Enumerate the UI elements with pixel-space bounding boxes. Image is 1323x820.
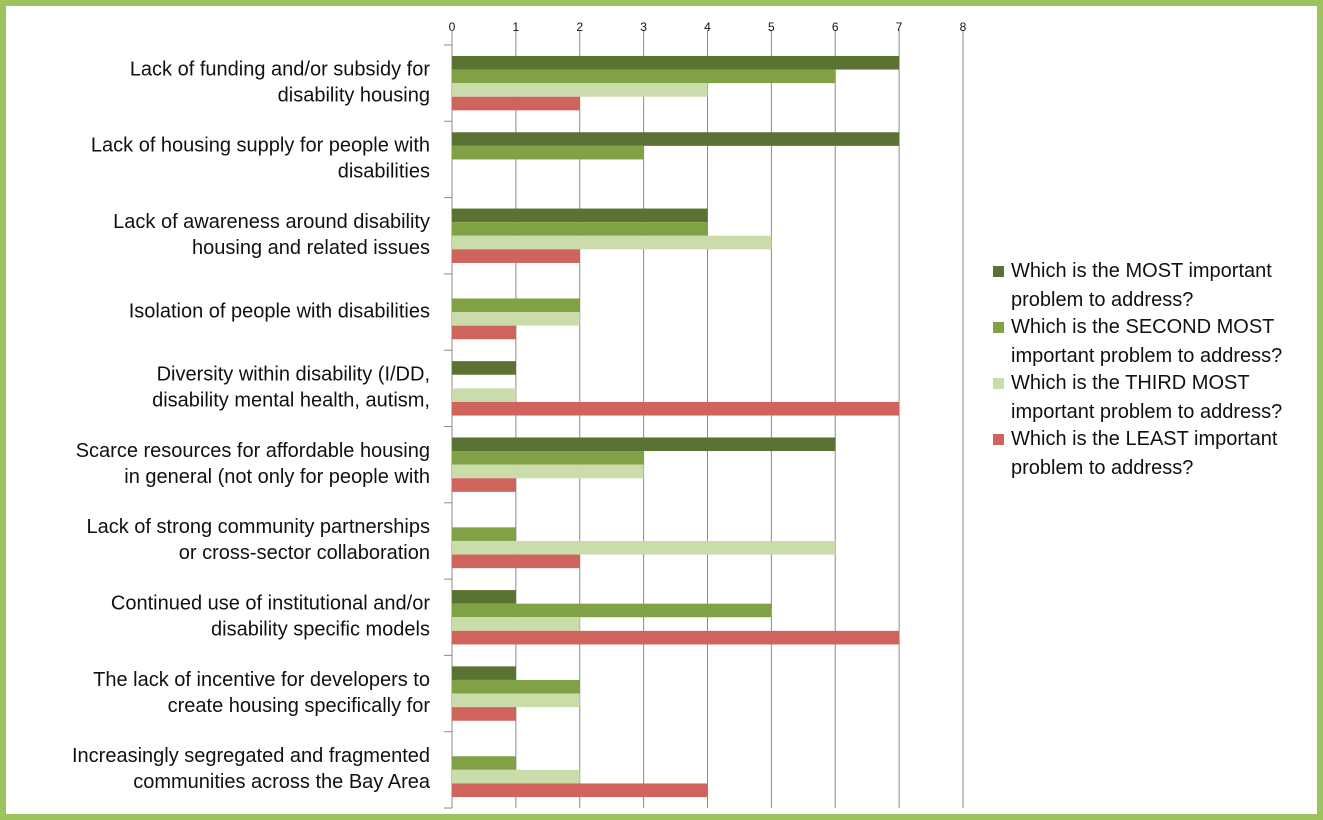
bar	[452, 312, 580, 326]
y-tick-label: Continued use of institutional and/or	[111, 593, 430, 615]
bar	[452, 478, 516, 492]
x-tick-label: 7	[896, 20, 903, 34]
legend-swatch	[993, 434, 1004, 445]
bar	[452, 361, 516, 375]
y-tick-label: Diversity within disability (I/DD,	[157, 364, 430, 386]
legend-label: Which is the LEAST important problem to a…	[1011, 428, 1278, 479]
bar	[452, 464, 644, 479]
y-tick-label: communities across the Bay Area	[133, 771, 431, 793]
y-tick-label: disability housing	[278, 84, 430, 106]
legend-swatch	[993, 378, 1004, 389]
y-tick-label: Isolation of people with disabilities	[129, 300, 430, 322]
bar	[452, 707, 516, 721]
bar	[452, 540, 836, 555]
y-tick-label: disability mental health, autism,	[152, 390, 430, 412]
bar	[452, 235, 772, 250]
bar	[452, 527, 516, 541]
y-tick-label: housing and related issues	[192, 237, 430, 259]
bar	[452, 554, 580, 569]
bar	[452, 666, 516, 680]
bar	[452, 325, 516, 340]
y-tick-label: Scarce resources for affordable housing	[76, 440, 430, 462]
bar	[452, 298, 580, 313]
bar	[452, 132, 900, 146]
bar	[452, 55, 900, 70]
legend-line: important problem to address?	[1011, 401, 1282, 423]
bar	[452, 83, 708, 97]
legend-label: Which is the MOST important problem to ad…	[1011, 260, 1272, 311]
y-tick-label: Lack of strong community partnerships	[87, 516, 431, 538]
y-tick-label: disability specific models	[211, 619, 430, 641]
bar	[452, 630, 900, 645]
bar	[452, 145, 644, 160]
y-tick-label: Increasingly segregated and fragmented	[72, 745, 430, 767]
bar	[452, 401, 900, 416]
bar	[452, 603, 772, 618]
legend-line: important problem to address?	[1011, 345, 1282, 367]
legend-line: Which is the LEAST important	[1011, 428, 1278, 450]
y-tick-label: disabilities	[338, 161, 430, 183]
legend-line: problem to address?	[1011, 289, 1193, 311]
bar	[452, 222, 708, 236]
x-tick-label: 3	[640, 20, 647, 34]
y-tick-label: Lack of housing supply for people with	[91, 135, 430, 157]
bar	[452, 388, 516, 402]
legend-line: problem to address?	[1011, 457, 1193, 479]
legend-line: Which is the THIRD MOST	[1011, 372, 1250, 394]
x-tick-label: 6	[832, 20, 839, 34]
bar	[452, 783, 708, 798]
y-tick-label: create housing specifically for	[168, 695, 431, 717]
x-tick-label: 8	[960, 20, 967, 34]
x-tick-label: 1	[513, 20, 520, 34]
legend-swatch	[993, 266, 1004, 277]
y-tick-label: Lack of funding and/or subsidy for	[130, 58, 431, 80]
bar	[452, 249, 580, 263]
bar	[452, 208, 708, 223]
legend-swatch	[993, 322, 1004, 333]
bar	[452, 617, 580, 631]
legend-label: Which is the SECOND MOST important proble…	[1011, 316, 1282, 367]
bar	[452, 693, 580, 708]
legend-line: Which is the MOST important	[1011, 260, 1272, 282]
x-tick-label: 4	[704, 20, 711, 34]
y-tick-label: The lack of incentive for developers to	[93, 669, 430, 691]
bar	[452, 769, 580, 784]
bar	[452, 96, 580, 111]
bar	[452, 451, 644, 465]
bar	[452, 69, 836, 84]
bar	[452, 756, 516, 770]
bar	[452, 590, 516, 604]
y-tick-label: in general (not only for people with	[124, 466, 430, 488]
x-tick-label: 0	[449, 20, 456, 34]
bar	[452, 679, 580, 694]
x-tick-label: 2	[576, 20, 583, 34]
x-tick-label: 5	[768, 20, 775, 34]
y-tick-label: Lack of awareness around disability	[113, 211, 430, 233]
legend-label: Which is the THIRD MOST important problem…	[1011, 372, 1282, 423]
bar	[452, 437, 836, 452]
legend-line: Which is the SECOND MOST	[1011, 316, 1274, 338]
y-tick-label: or cross-sector collaboration	[179, 542, 430, 564]
